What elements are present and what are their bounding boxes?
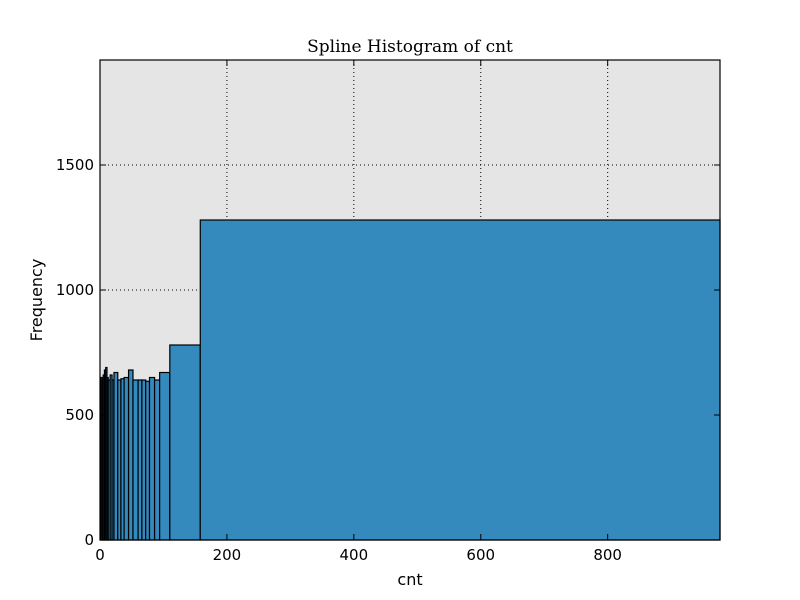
bars: [100, 219, 721, 541]
x-tick-label: 200: [213, 546, 242, 564]
histogram-bar: [169, 344, 201, 541]
chart-title: Spline Histogram of cnt: [307, 37, 513, 57]
histogram-bar: [148, 376, 156, 541]
y-tick-label: 500: [65, 406, 94, 424]
axis-ticks: 0 200 400 600 800 0 500 1000 1500: [56, 60, 720, 564]
histogram-bar: [199, 219, 721, 541]
histogram-bar: [132, 379, 139, 541]
y-axis-label: Frequency: [27, 259, 46, 342]
x-tick-label: 800: [593, 546, 622, 564]
y-tick-label: 0: [84, 531, 94, 549]
y-tick-label: 1500: [56, 156, 94, 174]
x-tick-label: 400: [340, 546, 369, 564]
histogram-bar: [159, 371, 171, 541]
x-axis-label: cnt: [397, 570, 422, 589]
histogram-bar: [153, 379, 161, 541]
plot-frame: [99, 59, 721, 541]
x-tick-label: 0: [95, 546, 105, 564]
x-tick-label: 600: [466, 546, 495, 564]
y-tick-label: 1000: [56, 281, 94, 299]
histogram-bar: [123, 376, 130, 541]
histogram-bar: [127, 369, 134, 541]
